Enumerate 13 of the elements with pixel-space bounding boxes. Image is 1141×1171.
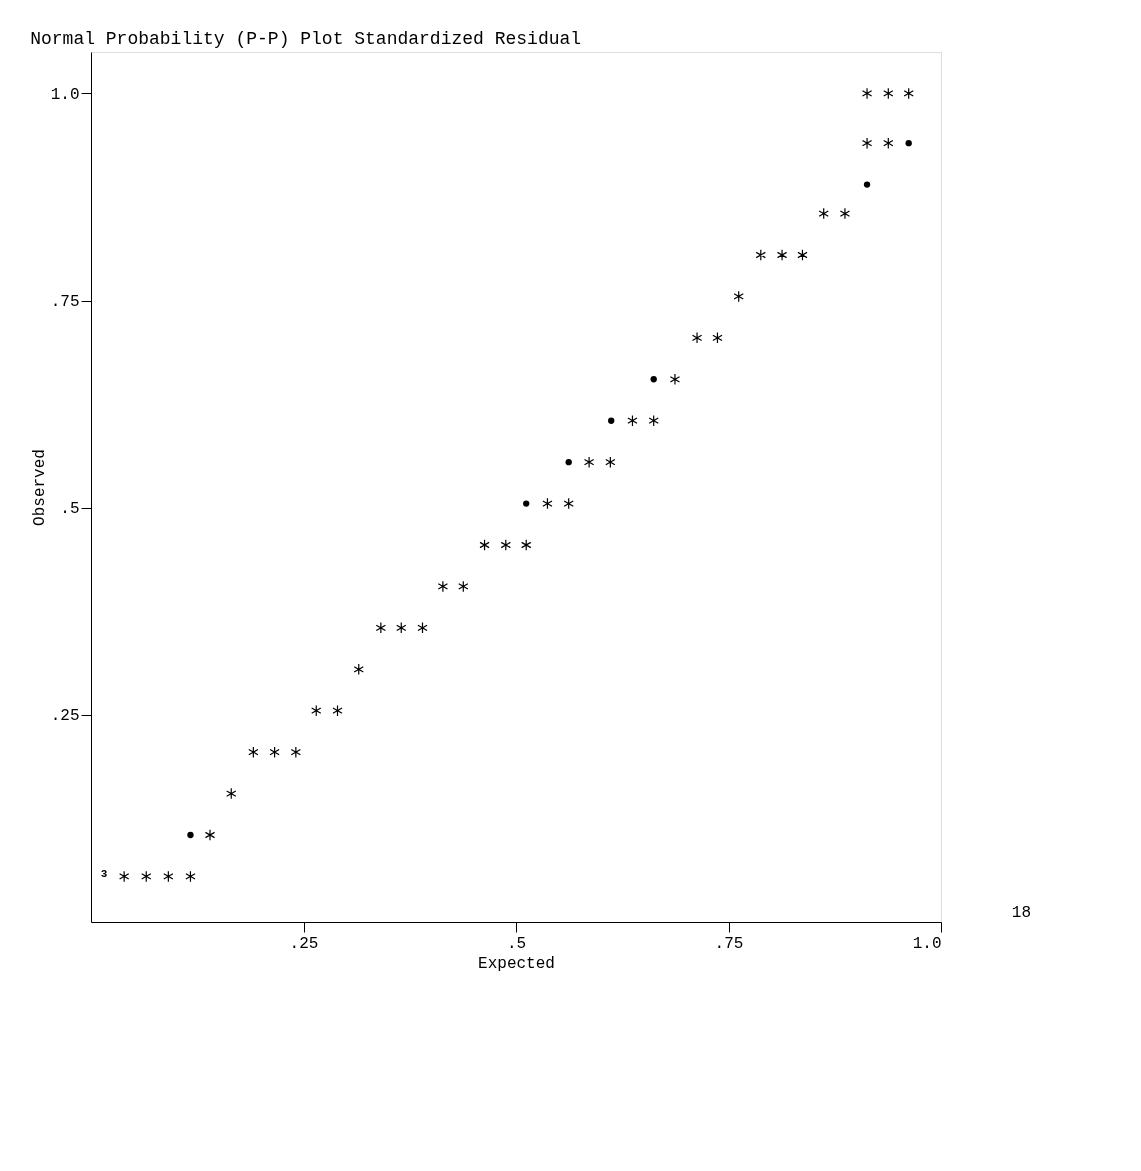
x-tick-label: .75 [714, 934, 744, 953]
x-tick-label: .25 [289, 934, 319, 953]
x-axis-title: Expected [478, 954, 555, 973]
text: 18 [1011, 904, 1031, 922]
y-tick-label: .75 [50, 293, 80, 312]
y-tick-label: 1.0 [50, 85, 80, 104]
y-tick-label: .5 [60, 500, 80, 519]
annotation: 3 [100, 868, 108, 881]
y-axis-title: Observed [30, 449, 49, 526]
chart-title: Normal Probability (P-P) Plot Standardized Residual [30, 29, 582, 49]
y-tick-label: .25 [50, 707, 80, 726]
x-tick-label: .5 [506, 934, 527, 953]
x-tick-label: 1.0 [912, 934, 942, 953]
